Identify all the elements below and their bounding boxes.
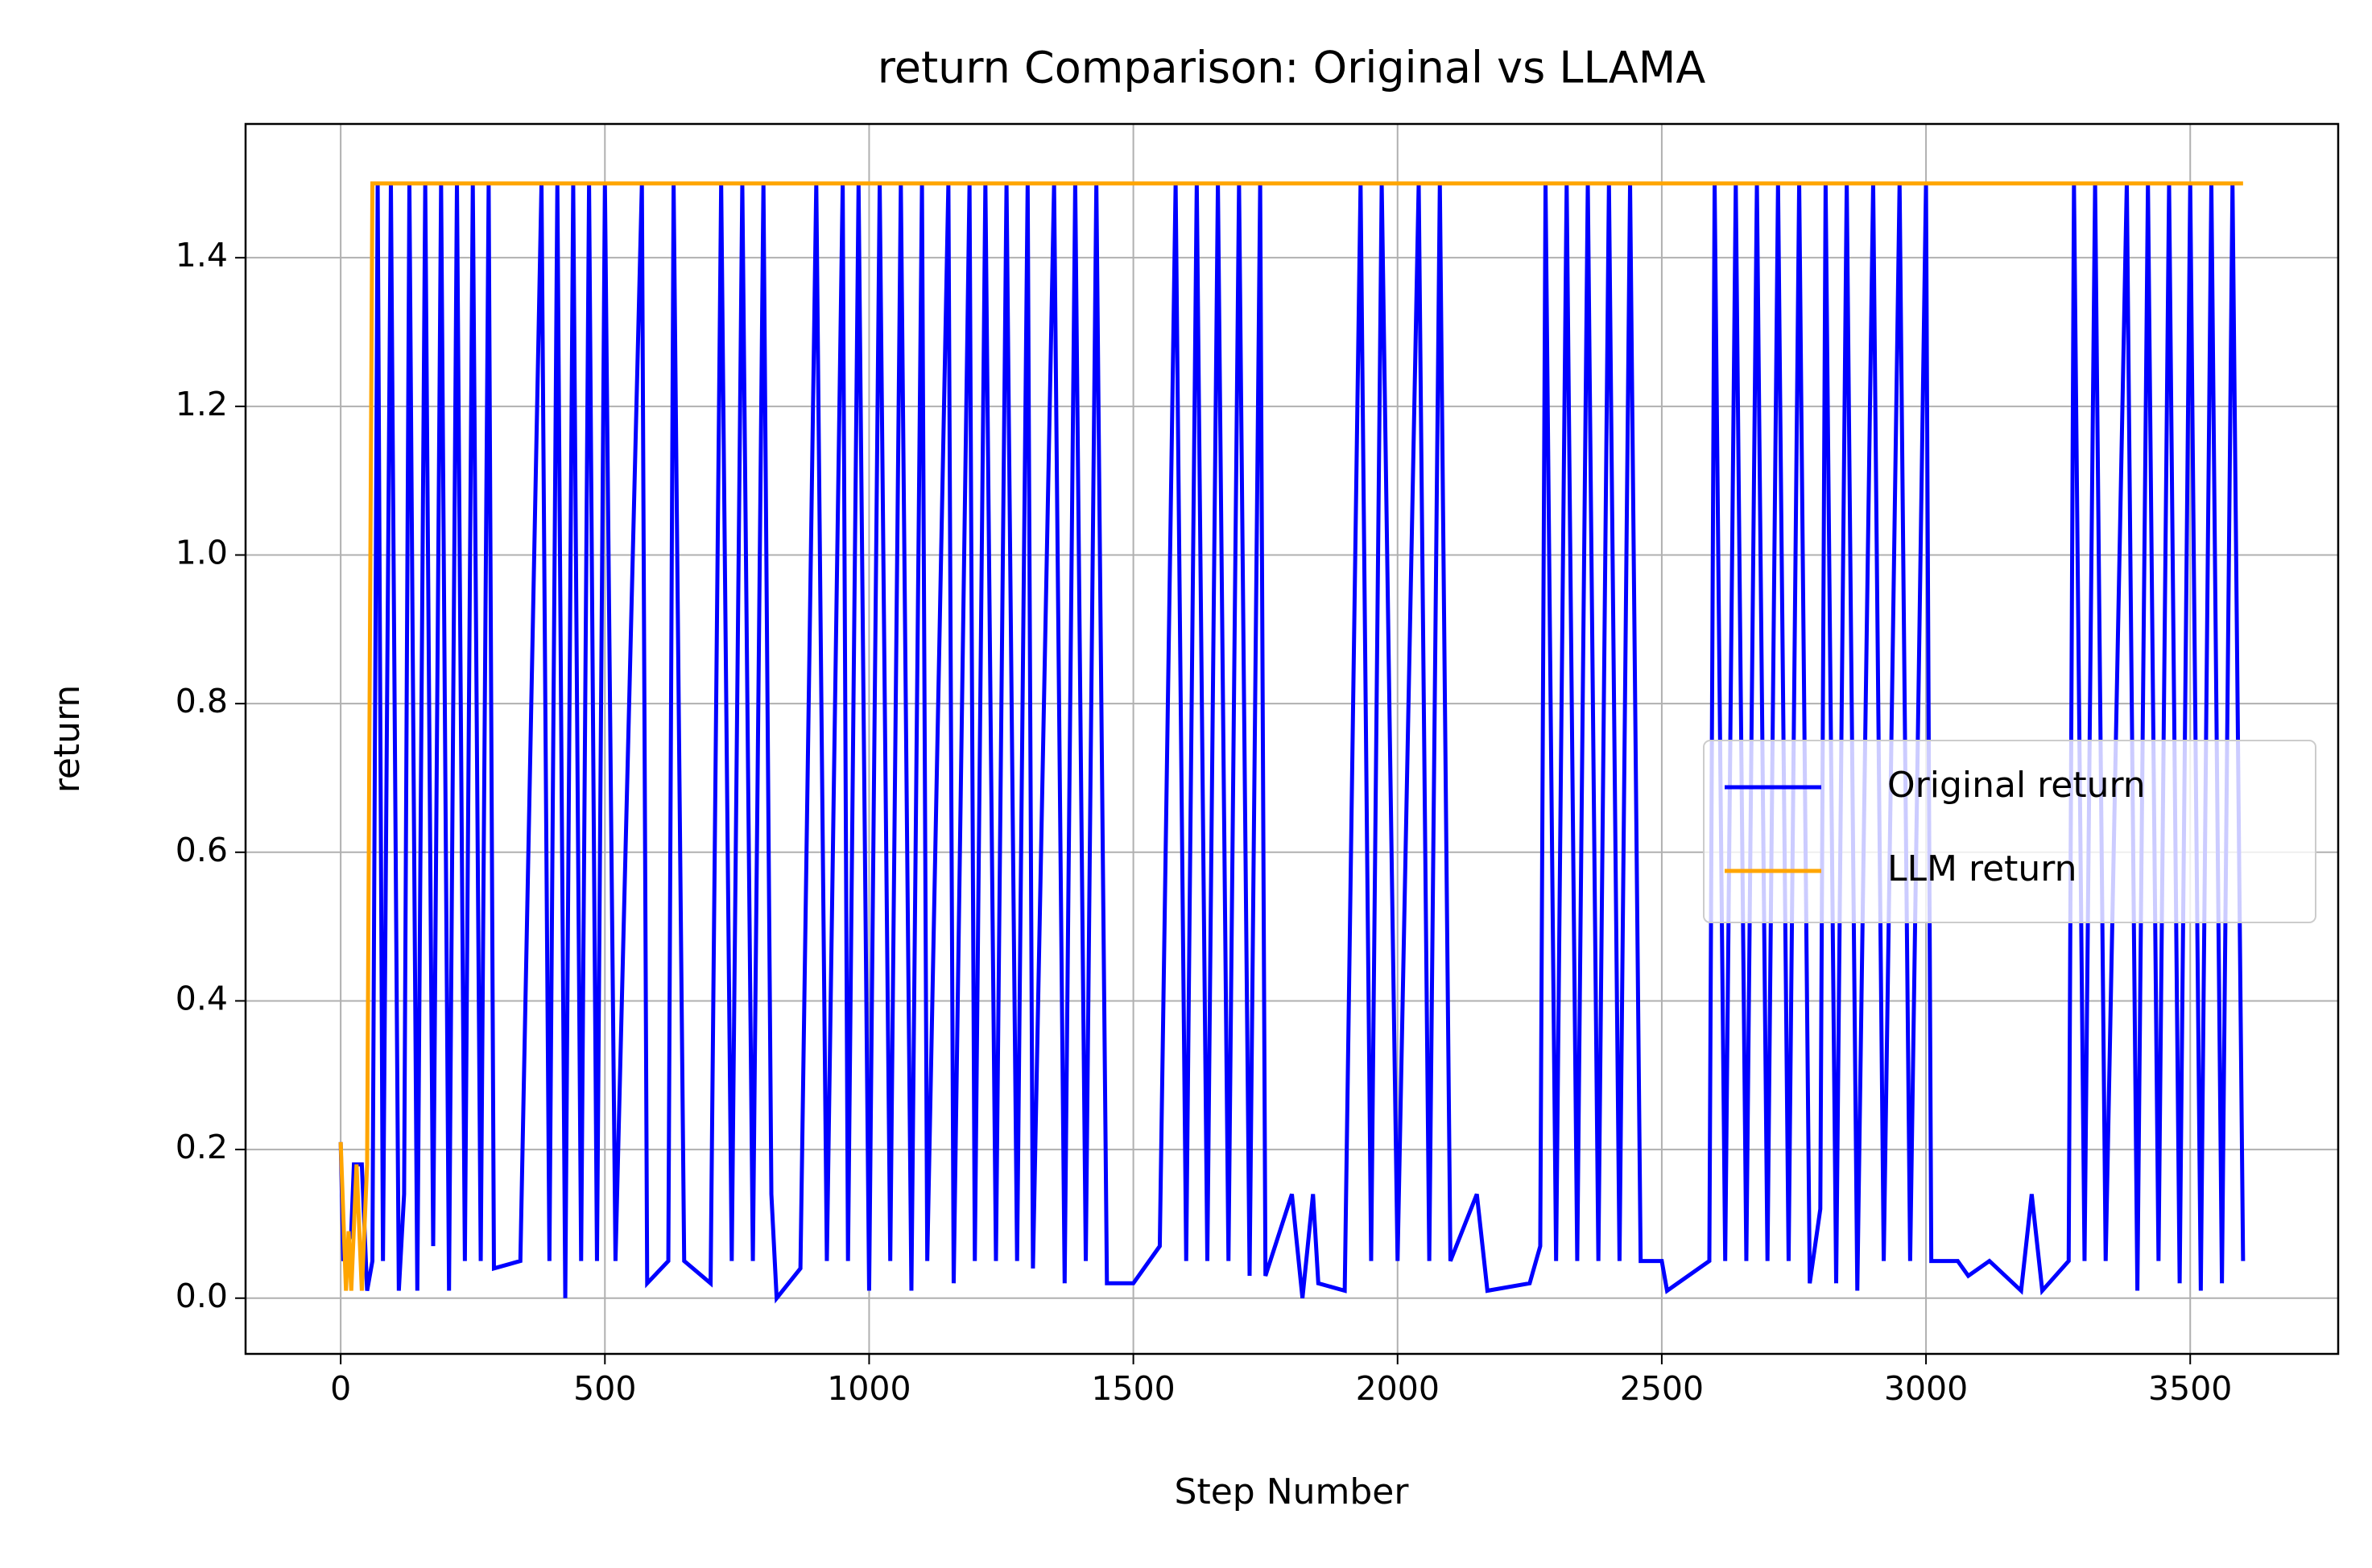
chart-title: return Comparison: Original vs LLAMA [878,43,1706,93]
y-tick-label: 0.4 [176,979,228,1017]
y-tick-label: 1.4 [176,236,228,274]
x-tick-label: 1000 [827,1369,911,1408]
x-tick-label: 0 [330,1369,351,1408]
x-tick-label: 3500 [2148,1369,2232,1408]
y-tick-label: 0.0 [176,1277,228,1315]
y-tick-label: 0.6 [176,831,228,869]
x-tick-label: 3000 [1884,1369,1968,1408]
y-tick-label: 1.2 [176,385,228,423]
legend-label: Original return [1887,765,2146,806]
x-tick-label: 500 [573,1369,636,1408]
series-line [338,181,2243,1291]
y-tick-label: 0.8 [176,682,228,720]
x-tick-label: 2000 [1356,1369,1440,1408]
legend-box [1703,740,2316,923]
x-axis-label: Step Number [1175,1471,1410,1512]
x-tick-label: 2500 [1620,1369,1704,1408]
plot-frame [244,122,2340,1355]
y-axis-label: return [47,685,88,794]
y-tick-label: 1.0 [176,533,228,571]
y-tick-label: 0.2 [176,1128,228,1166]
legend-label: LLM return [1887,848,2077,889]
x-tick-label: 1500 [1091,1369,1175,1408]
